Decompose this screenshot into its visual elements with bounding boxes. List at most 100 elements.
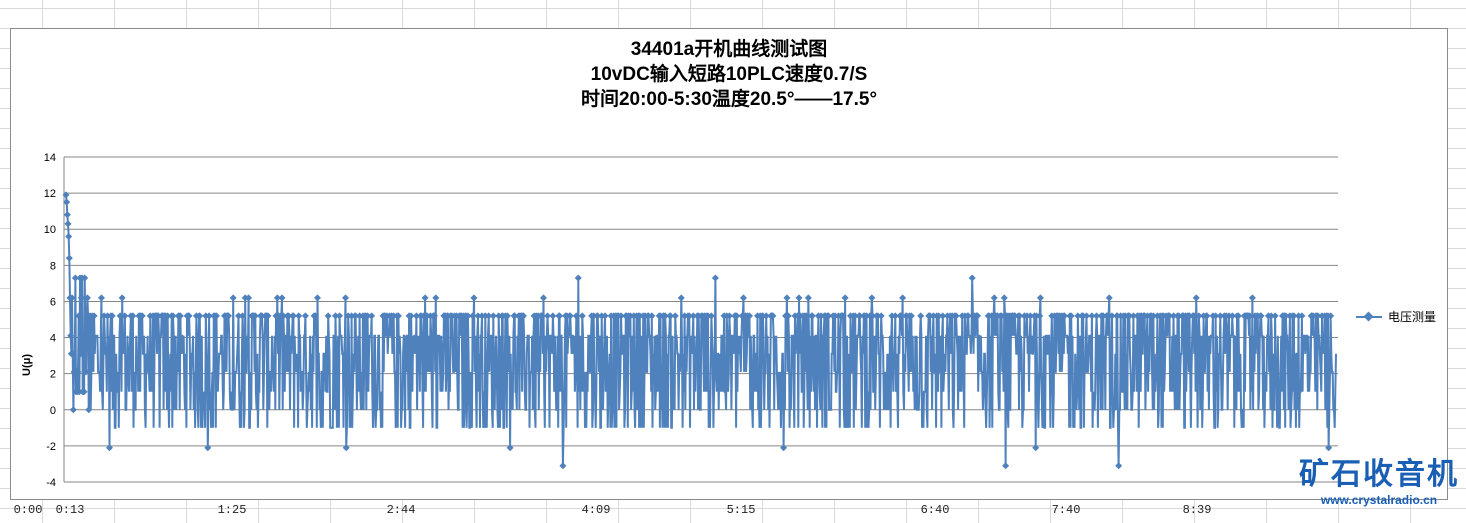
y-tick-label: 8: [50, 260, 56, 272]
y-tick-label: 14: [44, 152, 56, 164]
data-point-marker: [661, 312, 669, 320]
data-point-marker: [279, 312, 287, 320]
data-point-marker: [572, 312, 580, 320]
data-point-marker: [667, 312, 675, 320]
data-point-marker: [295, 312, 303, 320]
chart-title-line-3: 时间20:00-5:30温度20.5°——17.5°: [580, 89, 878, 110]
legend-label: 电压测量: [1388, 310, 1437, 324]
data-point-marker: [324, 312, 332, 320]
data-point-marker: [313, 294, 321, 302]
data-point-marker: [891, 312, 899, 320]
watermark-url: www.crystalradio.cn: [1320, 493, 1438, 507]
data-point-marker: [69, 350, 77, 358]
data-point-marker: [907, 312, 915, 320]
data-point-marker: [897, 312, 905, 320]
y-tick-label: 2: [50, 369, 56, 381]
x-tick-label: 4:09: [581, 503, 611, 517]
x-tick-label: 2:44: [386, 503, 416, 517]
data-point-marker: [289, 312, 297, 320]
y-axis-label: U(μ): [21, 354, 33, 376]
x-tick-label: 0:13: [55, 503, 85, 517]
data-point-marker: [176, 312, 184, 320]
data-point-marker: [75, 312, 83, 320]
data-point-marker: [1271, 312, 1279, 320]
data-point-marker: [85, 406, 93, 414]
x-tick-label: 8:39: [1182, 503, 1212, 517]
data-point-marker: [83, 294, 91, 302]
legend[interactable]: 电压测量: [1356, 308, 1436, 325]
data-point-marker: [1067, 312, 1075, 320]
data-point-marker: [1074, 312, 1082, 320]
y-tick-label: 10: [44, 224, 56, 236]
data-point-marker: [63, 211, 71, 219]
data-point-marker: [81, 274, 89, 282]
data-point-marker: [594, 312, 602, 320]
x-tick-label: 5:15: [726, 503, 756, 517]
data-point-marker: [64, 220, 72, 228]
x-tick-label: 6:40: [920, 503, 950, 517]
data-point-marker: [332, 312, 340, 320]
data-point-marker: [225, 312, 233, 320]
data-point-marker: [544, 312, 552, 320]
data-point-marker: [802, 312, 810, 320]
data-point-marker: [80, 388, 88, 396]
data-point-marker: [1125, 312, 1133, 320]
data-point-marker: [273, 294, 281, 302]
data-point-marker: [725, 312, 733, 320]
data-point-marker: [519, 312, 527, 320]
data-point-marker: [1203, 312, 1211, 320]
data-point-marker: [264, 312, 272, 320]
data-point-marker: [301, 312, 309, 320]
data-point-marker: [63, 198, 71, 206]
data-point-marker: [1216, 312, 1224, 320]
data-point-marker: [77, 294, 85, 302]
data-point-marker: [1165, 312, 1173, 320]
data-point-marker: [856, 312, 864, 320]
data-point-marker: [739, 294, 747, 302]
y-tick-label: 4: [50, 333, 56, 345]
data-point-marker: [105, 444, 113, 452]
data-point-marker: [74, 368, 82, 376]
watermark-main-text: 矿石收音机: [1299, 458, 1459, 491]
chart-title-line-1: 34401a开机曲线测试图: [630, 39, 828, 60]
legend-marker-icon: [1356, 312, 1382, 322]
data-point-marker: [67, 332, 75, 340]
data-point-marker: [574, 274, 582, 282]
data-point-marker: [204, 444, 212, 452]
data-point-marker: [368, 312, 376, 320]
data-point-marker: [990, 294, 998, 302]
data-point-marker: [869, 312, 877, 320]
data-point-marker: [1002, 462, 1010, 470]
y-tick-label: -2: [46, 441, 56, 453]
series-line: [65, 194, 1337, 466]
data-point-marker: [68, 294, 76, 302]
data-point-marker: [342, 294, 350, 302]
data-point-marker: [1000, 294, 1008, 302]
data-point-marker: [470, 294, 478, 302]
data-point-marker: [1314, 312, 1322, 320]
data-point-marker: [138, 312, 146, 320]
data-point-marker: [566, 312, 574, 320]
data-point-marker: [464, 312, 472, 320]
data-point-marker: [285, 312, 293, 320]
data-point-marker: [559, 462, 567, 470]
data-point-marker: [1105, 294, 1113, 302]
data-point-marker: [342, 444, 350, 452]
data-point-marker: [511, 312, 519, 320]
data-point-marker: [196, 312, 204, 320]
data-point-marker: [939, 312, 947, 320]
data-point-marker: [1298, 312, 1306, 320]
data-point-marker: [808, 312, 816, 320]
data-point-marker: [839, 312, 847, 320]
data-point-marker: [82, 368, 90, 376]
y-tick-label: 0: [50, 405, 56, 417]
data-point-marker: [733, 312, 741, 320]
data-point-marker: [229, 294, 237, 302]
data-point-marker: [121, 312, 129, 320]
data-point-marker: [1016, 312, 1024, 320]
data-point-marker: [1060, 312, 1068, 320]
data-point-marker: [485, 312, 493, 320]
data-point-marker: [824, 312, 832, 320]
y-tick-label: 12: [44, 188, 56, 200]
data-point-marker: [917, 312, 925, 320]
